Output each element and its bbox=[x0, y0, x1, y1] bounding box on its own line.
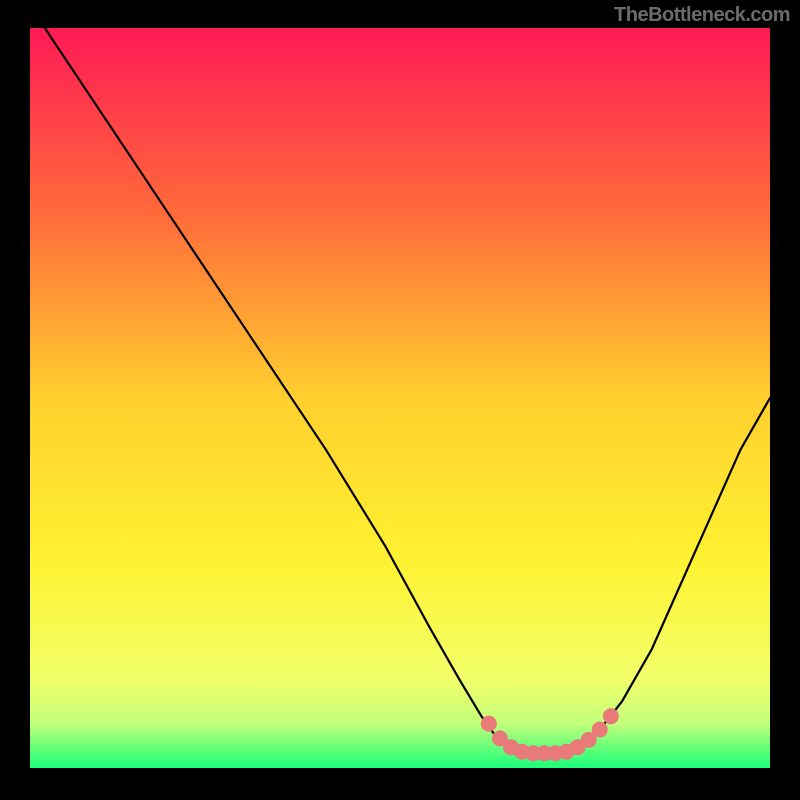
trough-marker bbox=[481, 716, 497, 732]
bottleneck-chart bbox=[0, 0, 800, 800]
trough-marker bbox=[603, 708, 619, 724]
chart-gradient-bg bbox=[30, 28, 770, 768]
watermark-text: TheBottleneck.com bbox=[614, 4, 790, 27]
trough-marker bbox=[592, 722, 608, 738]
chart-svg bbox=[0, 0, 800, 800]
